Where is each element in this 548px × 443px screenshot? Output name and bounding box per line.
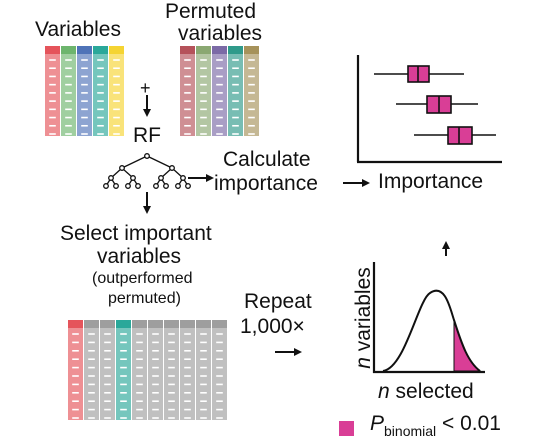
n-selected-rest: selected (389, 380, 474, 403)
n-selected-axis-label: n selected (378, 380, 474, 404)
permuted-table-column-header (228, 46, 243, 54)
selected-table-column-header (68, 320, 83, 328)
selected-table-column (116, 328, 131, 420)
permuted-table (180, 46, 259, 136)
repeat-label-line2: 1,000× (240, 315, 305, 338)
legend-subscript: binomial (384, 423, 437, 439)
selected-table-column-header (164, 320, 179, 328)
variables-table (45, 46, 124, 136)
permuted-table-column (212, 54, 227, 136)
permuted-table-column (244, 54, 259, 136)
selected-table-column-header (84, 320, 99, 328)
selected-table-column-header (132, 320, 147, 328)
importance-axis-label: Importance (378, 170, 484, 193)
variables-label: Variables (35, 18, 121, 41)
variables-table-column (61, 54, 76, 136)
selected-table-column-header (116, 320, 131, 328)
n-selected-n: n (378, 380, 390, 403)
selected-table-column (164, 328, 179, 420)
plus-sign: + (140, 78, 151, 98)
selected-table (68, 320, 227, 420)
variables-table-column-header (93, 46, 108, 54)
distribution-plot (372, 262, 485, 374)
select-label-line1: Select important (60, 222, 212, 245)
n-variables-axis-label: n variables (352, 258, 376, 378)
selected-table-column (84, 328, 99, 420)
importance-boxplot (356, 55, 502, 164)
rf-label: RF (133, 124, 161, 147)
distribution-tail (453, 319, 482, 372)
permuted-table-column (180, 54, 195, 136)
variables-table-column (77, 54, 92, 136)
boxplot-item (414, 126, 496, 145)
permuted-table-column-header (196, 46, 211, 54)
selected-table-column (100, 328, 115, 420)
calculate-label-line1: Calculate (223, 148, 311, 171)
variables-table-column-header (61, 46, 76, 54)
variables-table-column (45, 54, 60, 136)
tree-icon (103, 153, 191, 189)
selected-table-column (68, 328, 83, 420)
legend-rest: < 0.01 (436, 412, 501, 435)
permuted-table-column-header (212, 46, 227, 54)
selected-table-column (180, 328, 195, 420)
outperformed-label-line1: (outperformed (92, 270, 193, 287)
legend-swatch (339, 421, 354, 436)
variables-table-column-header (109, 46, 124, 54)
selected-table-column-header (212, 320, 227, 328)
variables-table-column (93, 54, 108, 136)
calculate-label-line2: importance (214, 172, 318, 195)
permuted-table-column-header (180, 46, 195, 54)
permuted-label-line2: variables (178, 22, 263, 45)
selected-table-column (148, 328, 163, 420)
repeat-label-line1: Repeat (244, 290, 312, 313)
boxplot-item (396, 95, 478, 114)
permuted-label-line1: Permuted (165, 0, 257, 23)
permuted-table-column (228, 54, 243, 136)
selected-table-column-header (180, 320, 195, 328)
selected-table-column (196, 328, 211, 420)
selected-table-column-header (100, 320, 115, 328)
selected-table-column-header (196, 320, 211, 328)
outperformed-label-line2: permuted) (108, 290, 181, 307)
n-variables-rest: variables (352, 267, 375, 358)
permuted-table-column-header (244, 46, 259, 54)
n-variables-n: n (352, 357, 375, 369)
boxplot-item (374, 65, 464, 83)
selected-table-column-header (148, 320, 163, 328)
select-label-line2: variables (97, 245, 182, 268)
variables-table-column-header (77, 46, 92, 54)
selected-table-column (212, 328, 227, 420)
permuted-table-column (196, 54, 211, 136)
distribution-curve (382, 289, 481, 372)
selected-table-column (132, 328, 147, 420)
variables-table-column (109, 54, 124, 136)
legend-p: P (370, 412, 385, 435)
legend-label: Pbinomial < 0.01 (370, 412, 501, 443)
variables-table-column-header (45, 46, 60, 54)
